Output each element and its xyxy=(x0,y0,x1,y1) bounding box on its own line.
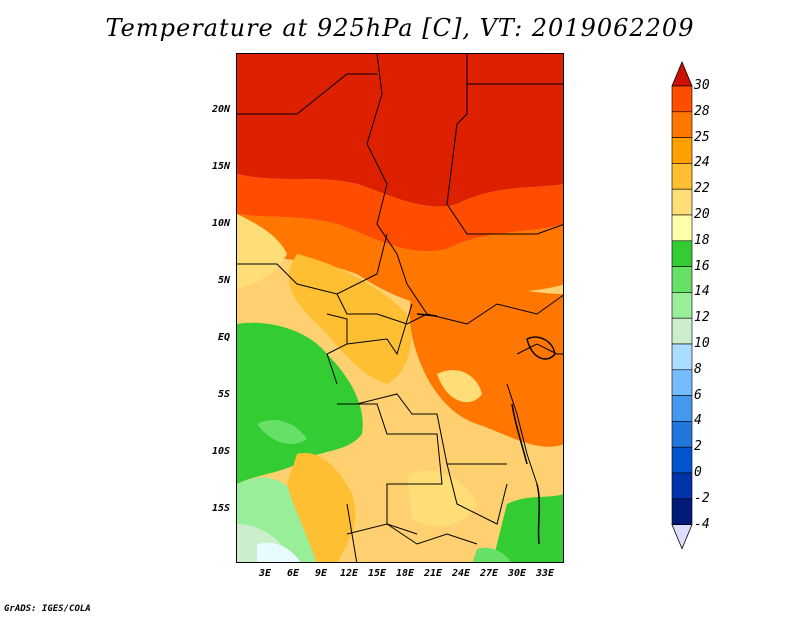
lon-label-33E: 33E xyxy=(535,568,555,579)
colorbar-swatch xyxy=(671,292,693,319)
temperature-map xyxy=(236,53,564,563)
colorbar-level-label: 10 xyxy=(694,336,710,351)
colorbar-level-label: 28 xyxy=(694,103,710,119)
colorbar-level-label: -4 xyxy=(694,516,710,532)
colorbar-level-label: -2 xyxy=(694,490,710,506)
colorbar-level-label: 12 xyxy=(694,310,710,326)
lat-label-15N: 15N xyxy=(211,161,230,172)
colorbar xyxy=(671,60,693,550)
lon-label-30E: 30E xyxy=(507,568,527,579)
lon-label-24E: 24E xyxy=(451,568,471,579)
colorbar-swatch xyxy=(671,240,693,267)
footer-credit: GrADS: IGES/COLA xyxy=(4,604,91,614)
colorbar-swatch xyxy=(671,163,693,190)
lat-label-20N: 20N xyxy=(211,104,230,115)
colorbar-level-label: 0 xyxy=(694,465,702,480)
lat-label-5S: 5S xyxy=(217,389,230,400)
lat-label-EQ: EQ xyxy=(217,332,230,343)
lon-label-21E: 21E xyxy=(423,568,443,579)
colorbar-swatch xyxy=(671,395,693,422)
colorbar-level-label: 18 xyxy=(694,232,710,248)
colorbar-level-label: 6 xyxy=(694,387,702,403)
colorbar-swatch xyxy=(671,343,693,371)
colorbar-level-label: 16 xyxy=(694,258,710,274)
lon-label-15E: 15E xyxy=(367,568,387,579)
colorbar-swatch xyxy=(671,446,693,474)
lon-label-3E: 3E xyxy=(258,568,272,579)
colorbar-swatch xyxy=(671,214,693,242)
colorbar-level-label: 4 xyxy=(694,413,702,429)
colorbar-level-label: 8 xyxy=(694,361,702,377)
lat-label-5N: 5N xyxy=(217,275,230,286)
colorbar-swatch xyxy=(671,266,693,293)
colorbar-level-label: 22 xyxy=(694,181,710,197)
colorbar-swatch xyxy=(671,85,693,113)
colorbar-swatch xyxy=(671,188,693,216)
colorbar-swatch xyxy=(671,472,693,500)
lat-label-10S: 10S xyxy=(211,446,230,457)
lat-label-15S: 15S xyxy=(211,503,230,514)
colorbar-swatch xyxy=(671,421,693,448)
colorbar-level-label: 24 xyxy=(694,155,710,171)
lon-label-9E: 9E xyxy=(314,568,328,579)
colorbar-swatch xyxy=(671,369,693,396)
colorbar-top-arrow xyxy=(671,60,693,87)
lon-label-12E: 12E xyxy=(339,568,359,579)
colorbar-level-label: 2 xyxy=(694,439,702,455)
lon-label-6E: 6E xyxy=(286,568,300,579)
chart-title: Temperature at 925hPa [C], VT: 201906220… xyxy=(105,14,695,42)
map-field xyxy=(237,54,563,562)
colorbar-bottom-arrow xyxy=(671,524,693,550)
lon-label-27E: 27E xyxy=(479,568,499,579)
colorbar-swatch xyxy=(671,137,693,164)
colorbar-swatch xyxy=(671,317,693,345)
colorbar-level-label: 25 xyxy=(694,129,710,145)
colorbar-swatch xyxy=(671,111,693,138)
colorbar-level-label: 30 xyxy=(694,78,710,93)
lat-label-10N: 10N xyxy=(211,218,230,229)
colorbar-level-label: 14 xyxy=(694,284,710,300)
colorbar-level-label: 20 xyxy=(694,207,710,222)
colorbar-swatch xyxy=(671,498,693,525)
lon-label-18E: 18E xyxy=(395,568,415,579)
